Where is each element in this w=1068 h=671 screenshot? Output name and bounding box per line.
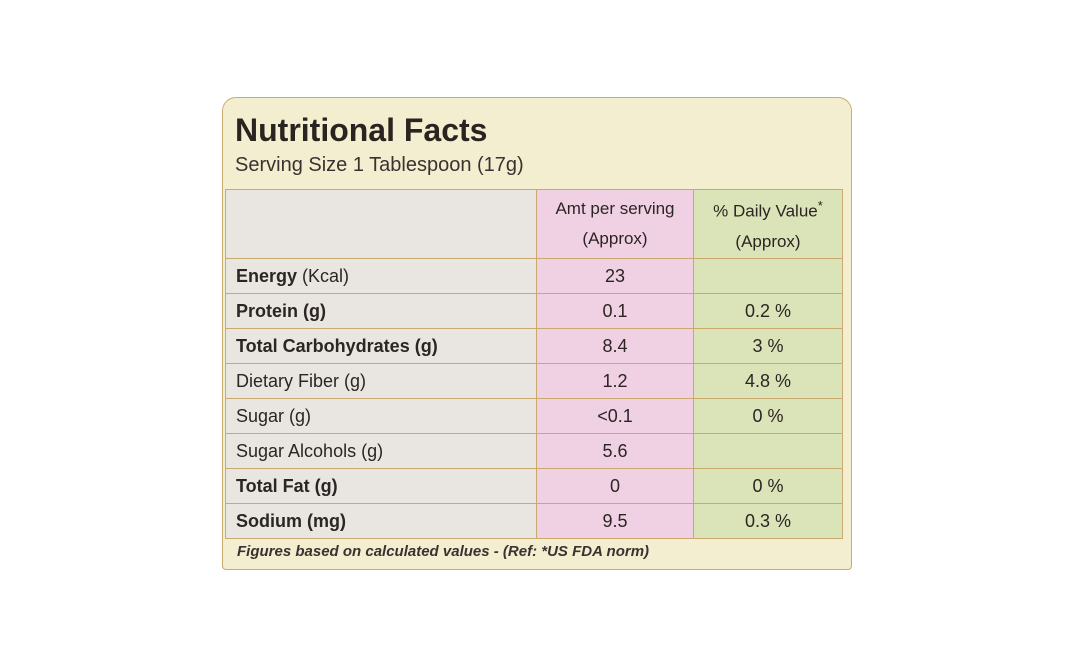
daily-value-cell [693, 258, 843, 294]
amount: 8.4 [602, 335, 628, 356]
daily-value-cell: 3 % [693, 328, 843, 364]
amount: 23 [604, 265, 626, 286]
column-title-text: Amt per serving [555, 199, 675, 218]
amount: 0.1 [602, 300, 628, 321]
column-title: % Daily Value* [694, 191, 842, 227]
nutrient-cell: Sugar Alcohols (g) [225, 433, 537, 469]
nutrient-row: Energy (Kcal) 23 [225, 258, 843, 294]
column-title: Amt per serving [537, 194, 693, 224]
footnote: Figures based on calculated values - (Re… [237, 543, 650, 560]
serving-size: Serving Size 1 Tablespoon (17g) [235, 154, 524, 176]
daily-value-cell: 0.2 % [693, 293, 843, 329]
nutrient-name: Protein (g) [236, 300, 326, 321]
daily-value-cell: 4.8 % [693, 363, 843, 399]
nutrient-cell: Energy (Kcal) [225, 258, 537, 294]
column-subtitle: (Approx) [735, 231, 801, 251]
nutrient-cell: Total Carbohydrates (g) [225, 328, 537, 364]
daily-value-cell [693, 433, 843, 469]
amount-cell: 5.6 [536, 433, 694, 469]
amount-cell: <0.1 [536, 398, 694, 434]
column-subtitle: (Approx) [582, 229, 648, 248]
nutrient-name: Total Carbohydrates (g) [236, 335, 438, 356]
daily-value-cell: 0.3 % [693, 503, 843, 539]
nutrient-row: Sodium (mg) 9.5 0.3 % [225, 503, 843, 539]
table-body: Amt per serving (Approx) % Daily Value* (Ap… [225, 189, 843, 539]
nutrient-cell: Total Fat (g) [225, 468, 537, 504]
nutrient-cell: Sugar (g) [225, 398, 537, 434]
amount: 1.2 [602, 370, 628, 391]
nutrient-row: Sugar (g) <0.1 0 % [225, 398, 843, 434]
title: Nutritional Facts [235, 112, 488, 148]
nutrition-label: Nutritional Facts Serving Size 1 Tablesp… [222, 97, 852, 570]
amount-cell: 0.1 [536, 293, 694, 329]
nutrient-name: Sugar Alcohols (g) [236, 440, 384, 461]
amount-cell: 23 [536, 258, 694, 294]
daily-value: 0 % [752, 475, 784, 496]
amount: <0.1 [597, 405, 633, 426]
daily-value: 3 % [752, 335, 784, 356]
nutrient-cell: Protein (g) [225, 293, 537, 329]
nutrient-name: Energy [236, 265, 298, 286]
amount: 0 [609, 475, 620, 496]
footnote-mark: * [817, 198, 823, 214]
nutrient-cell: Sodium (mg) [225, 503, 537, 539]
amount-cell: 9.5 [536, 503, 694, 539]
daily-value-cell: 0 % [693, 468, 843, 504]
column-header: % Daily Value* (Approx) [693, 189, 843, 259]
amount: 9.5 [602, 510, 628, 531]
nutrient-unit: (Kcal) [302, 265, 350, 286]
nutrient-name: Sugar (g) [236, 405, 312, 426]
nutrient-row: Protein (g) 0.1 0.2 % [225, 293, 843, 329]
nutrition-table: Amt per serving (Approx) % Daily Value* (Ap… [225, 189, 843, 539]
daily-value: 0 % [752, 405, 784, 426]
nutrient-name: Dietary Fiber (g) [236, 370, 367, 391]
nutrient-row: Sugar Alcohols (g) 5.6 [225, 433, 843, 469]
nutrient-name: Total Fat (g) [236, 475, 338, 496]
amount-cell: 8.4 [536, 328, 694, 364]
nutrient-row: Total Carbohydrates (g) 8.4 3 % [225, 328, 843, 364]
daily-value: 4.8 % [744, 370, 792, 391]
amount-cell: 1.2 [536, 363, 694, 399]
amount-cell: 0 [536, 468, 694, 504]
nutrient-row: Total Fat (g) 0 0 % [225, 468, 843, 504]
nutrient-cell: Dietary Fiber (g) [225, 363, 537, 399]
amount: 5.6 [602, 440, 628, 461]
column-header: Amt per serving (Approx) [536, 189, 694, 259]
column-title-text: % Daily Value [713, 201, 818, 221]
nutrient-name: Sodium (mg) [236, 510, 346, 531]
header-row: Amt per serving (Approx) % Daily Value* (Ap… [225, 189, 843, 259]
daily-value: 0.3 % [744, 510, 792, 531]
header-cell [225, 189, 537, 259]
daily-value-cell: 0 % [693, 398, 843, 434]
daily-value: 0.2 % [744, 300, 792, 321]
nutrient-row: Dietary Fiber (g) 1.2 4.8 % [225, 363, 843, 399]
